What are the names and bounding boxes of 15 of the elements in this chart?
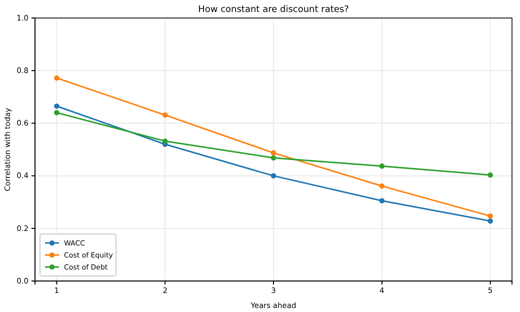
chart-title: How constant are discount rates? [198, 5, 350, 15]
point [54, 75, 60, 81]
point [54, 103, 60, 109]
point [379, 198, 385, 204]
point [162, 138, 168, 144]
point [162, 112, 168, 118]
point [488, 172, 493, 178]
point [379, 163, 385, 169]
point [488, 218, 493, 224]
point [270, 173, 276, 178]
point [54, 110, 60, 116]
point [270, 150, 276, 156]
point [379, 183, 385, 189]
point [270, 155, 276, 161]
point [488, 213, 493, 219]
